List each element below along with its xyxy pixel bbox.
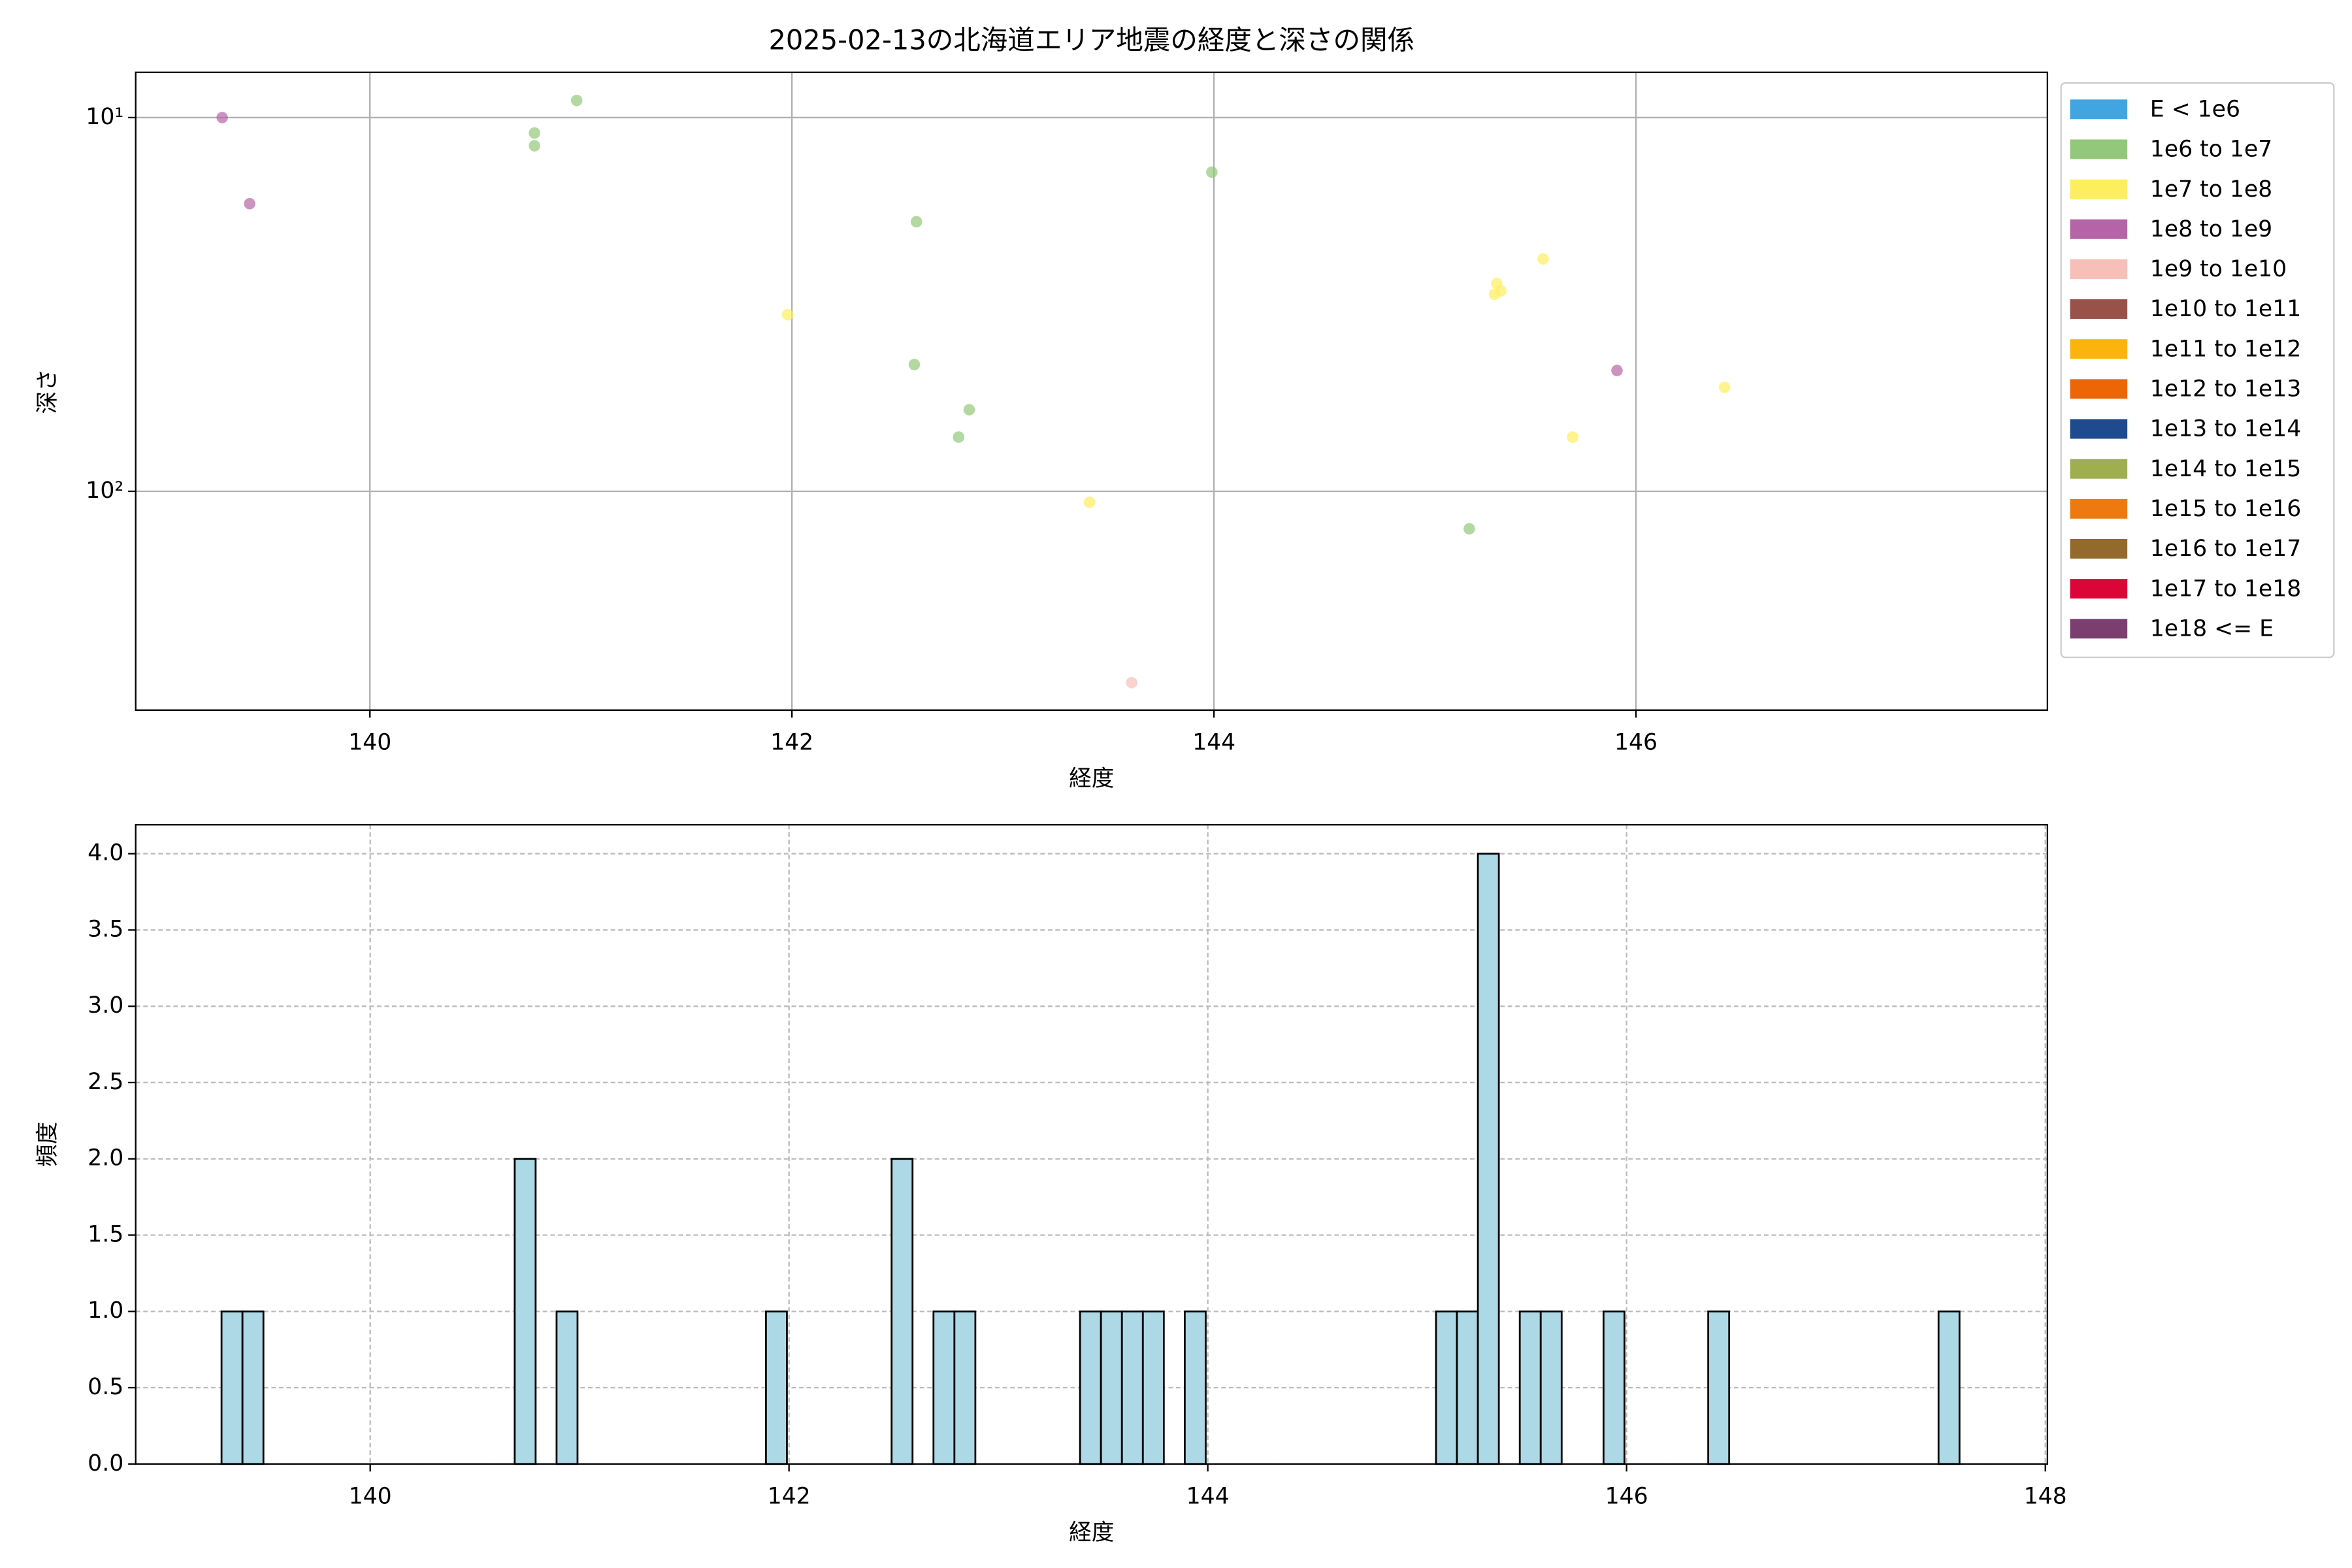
point [953,431,965,443]
legend-label: 1e11 to 1e12 [2150,336,2301,362]
y-tick-label: 3.0 [88,992,123,1019]
bar [1603,1310,1625,1465]
legend-patch [2070,498,2128,519]
legend-patch [2070,339,2128,359]
point [1567,431,1578,443]
bar [1184,1310,1207,1465]
y-tick-label: 1.5 [88,1221,123,1247]
point [216,112,228,123]
legend-label: 1e13 to 1e14 [2150,416,2301,442]
bar [1120,1310,1144,1465]
legend-patch [2070,299,2128,319]
x-tick-label: 144 [1186,1484,1230,1510]
legend-patch [2070,99,2128,120]
legend-label: 1e6 to 1e7 [2150,137,2272,163]
x-axis-label: 経度 [1069,1520,1114,1546]
point [244,197,255,210]
y-tick-label: 4.0 [88,840,123,866]
x-tick-label: 146 [1614,730,1658,756]
legend-patch [2070,539,2128,559]
bar [1937,1310,1961,1465]
legend-label: 1e9 to 1e10 [2150,256,2287,282]
bar [555,1310,579,1465]
bar [1141,1310,1165,1465]
point [908,359,921,370]
bar [1539,1310,1563,1465]
plot-frame [135,824,2048,1465]
bar [1456,1310,1479,1465]
legend-patch [2070,459,2128,479]
y-tick-label: 10² [86,478,123,504]
legend-label: 1e14 to 1e15 [2150,456,2301,482]
point [963,404,975,416]
bar [1707,1310,1731,1465]
bar [1100,1310,1123,1465]
legend-label: 1e17 to 1e18 [2150,576,2301,602]
point [781,309,794,321]
legend-label: E < 1e6 [2150,96,2240,122]
legend-patch [2070,619,2128,639]
point [529,140,540,152]
bar [1518,1310,1542,1465]
x-tick-label: 142 [768,1484,811,1510]
legend-label: 1e7 to 1e8 [2150,176,2272,203]
y-tick-label: 2.5 [88,1069,123,1095]
point [1206,166,1218,178]
bar [953,1310,977,1465]
y-tick-label: 0.0 [88,1450,123,1477]
chart-title: 2025-02-13の北海道エリア地震の経度と深さの関係 [768,24,1414,56]
y-tick-label: 1.0 [88,1298,123,1324]
legend-label: 1e8 to 1e9 [2150,216,2272,242]
point [910,216,923,228]
legend-patch [2070,419,2128,439]
legend-patch [2070,179,2128,199]
legend-patch [2070,579,2128,599]
bar [241,1310,265,1465]
legend-label: 1e15 to 1e16 [2150,496,2301,522]
bar [1477,853,1500,1465]
y-tick-label: 10¹ [86,104,123,130]
legend-label: 1e18 <= E [2150,615,2274,642]
point [1611,365,1623,376]
legend-patch [2070,219,2128,239]
legend-label: 1e10 to 1e11 [2150,296,2301,322]
point [1488,288,1501,301]
legend-box [2060,82,2335,659]
legend-patch [2070,259,2128,279]
y-tick-label: 2.0 [88,1145,123,1171]
x-tick-label: 140 [348,730,391,756]
point [570,94,583,106]
point [1537,253,1549,265]
x-axis-label: 経度 [1069,766,1114,792]
x-tick-label: 146 [1605,1484,1648,1510]
x-tick-label: 144 [1192,730,1235,756]
x-tick-label: 148 [2024,1484,2067,1510]
bar [890,1158,914,1465]
bar [1079,1310,1102,1465]
legend-patch [2070,139,2128,159]
y-axis-label: 深さ [35,368,61,414]
bar [514,1158,537,1465]
point [529,127,540,139]
y-axis-label: 頻度 [35,1122,61,1167]
point [1083,497,1096,508]
bar [932,1310,956,1465]
point [1718,382,1731,393]
bar [765,1310,788,1465]
x-tick-label: 142 [770,730,813,756]
bar [1435,1310,1458,1465]
x-tick-label: 140 [349,1484,392,1510]
legend-patch [2070,379,2128,399]
legend-label: 1e12 to 1e13 [2150,376,2301,402]
point [1463,523,1475,535]
legend-label: 1e16 to 1e17 [2150,536,2301,562]
plot-frame [135,71,2048,711]
y-tick-label: 3.5 [88,916,123,942]
point [1126,677,1137,689]
y-tick-label: 0.5 [88,1374,123,1400]
bar [220,1310,244,1465]
